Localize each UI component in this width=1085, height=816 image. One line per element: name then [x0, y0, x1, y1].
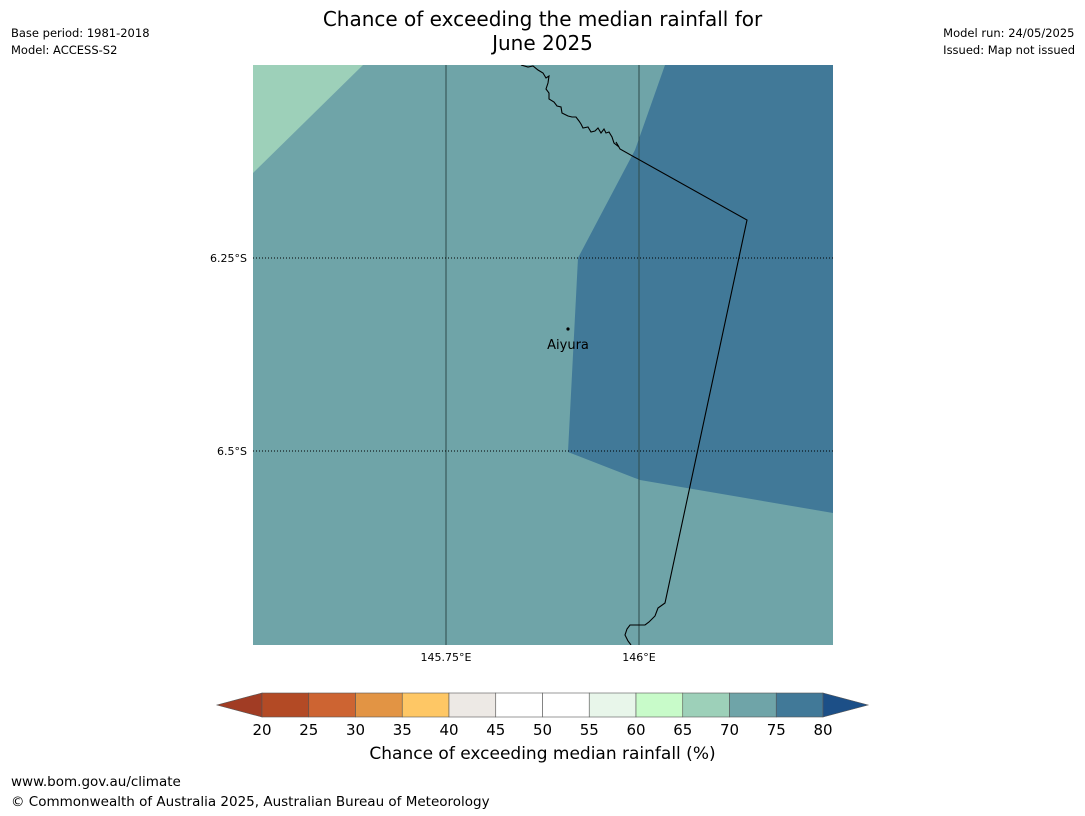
colorbar-segment	[401, 692, 450, 718]
place-label-aiyura: Aiyura	[547, 338, 589, 353]
colorbar-tick-label: 65	[673, 721, 692, 739]
colorbar-tick-label: 20	[252, 721, 271, 739]
lon-label-145-75: 145.75°E	[421, 651, 472, 664]
model-run: Model run: 24/05/2025	[943, 26, 1075, 40]
province-boundary	[520, 65, 748, 645]
colorbar-ticks: 20 25 30 35 40 45 50 55 60 65 70 75 80	[252, 721, 832, 739]
colorbar-segment	[308, 692, 356, 718]
issued-status: Issued: Map not issued	[943, 43, 1075, 57]
lon-label-146: 146°E	[622, 651, 655, 664]
colorbar-tick-label: 55	[580, 721, 599, 739]
meta-left: Base period: 1981-2018 Model: ACCESS-S2	[11, 25, 150, 59]
colorbar-extend-low	[215, 692, 263, 718]
colorbar: 20 25 30 35 40 45 50 55 60 65 70 75 80	[215, 692, 870, 739]
colorbar-segment	[588, 692, 637, 718]
colorbar-tick-label: 75	[767, 721, 786, 739]
rainfall-map: Aiyura 6.25°S 6.5°S 145.75°E 146°E	[210, 65, 833, 664]
base-period: Base period: 1981-2018	[11, 26, 150, 40]
colorbar-tick-label: 45	[486, 721, 505, 739]
colorbar-tick-label: 50	[533, 721, 552, 739]
colorbar-tick-label: 80	[813, 721, 832, 739]
colorbar-tick-label: 40	[439, 721, 458, 739]
title-line-2: June 2025	[492, 31, 593, 55]
meta-right: Model run: 24/05/2025 Issued: Map not is…	[943, 25, 1075, 59]
colorbar-segment	[261, 692, 310, 718]
title-line-1: Chance of exceeding the median rainfall …	[322, 7, 763, 31]
colorbar-segment	[495, 692, 543, 718]
lat-label-6-5: 6.5°S	[217, 445, 247, 458]
colorbar-segments	[215, 692, 870, 718]
colorbar-segment	[775, 692, 824, 718]
colorbar-segment	[355, 692, 403, 718]
lat-label-6-25: 6.25°S	[210, 252, 247, 265]
map-title: Chance of exceeding the median rainfall …	[0, 7, 1085, 55]
colorbar-segment	[729, 692, 777, 718]
colorbar-tick-label: 35	[393, 721, 412, 739]
colorbar-segment	[682, 692, 730, 718]
colorbar-tick-label: 30	[346, 721, 365, 739]
zone-75-80	[568, 65, 833, 513]
map-panel: Aiyura	[253, 65, 833, 645]
model-name: Model: ACCESS-S2	[11, 43, 118, 57]
colorbar-segment	[542, 692, 590, 718]
colorbar-extend-high	[822, 692, 870, 718]
colorbar-label: Chance of exceeding median rainfall (%)	[369, 744, 716, 764]
colorbar-segment	[448, 692, 497, 718]
footer-url: www.bom.gov.au/climate	[11, 774, 181, 790]
colorbar-segment	[635, 692, 684, 718]
colorbar-tick-label: 70	[720, 721, 739, 739]
colorbar-tick-label: 60	[626, 721, 645, 739]
colorbar-tick-label: 25	[299, 721, 318, 739]
aiyura-marker	[566, 327, 570, 331]
zone-65-70	[253, 65, 363, 173]
footer-copyright: © Commonwealth of Australia 2025, Austra…	[11, 794, 490, 810]
